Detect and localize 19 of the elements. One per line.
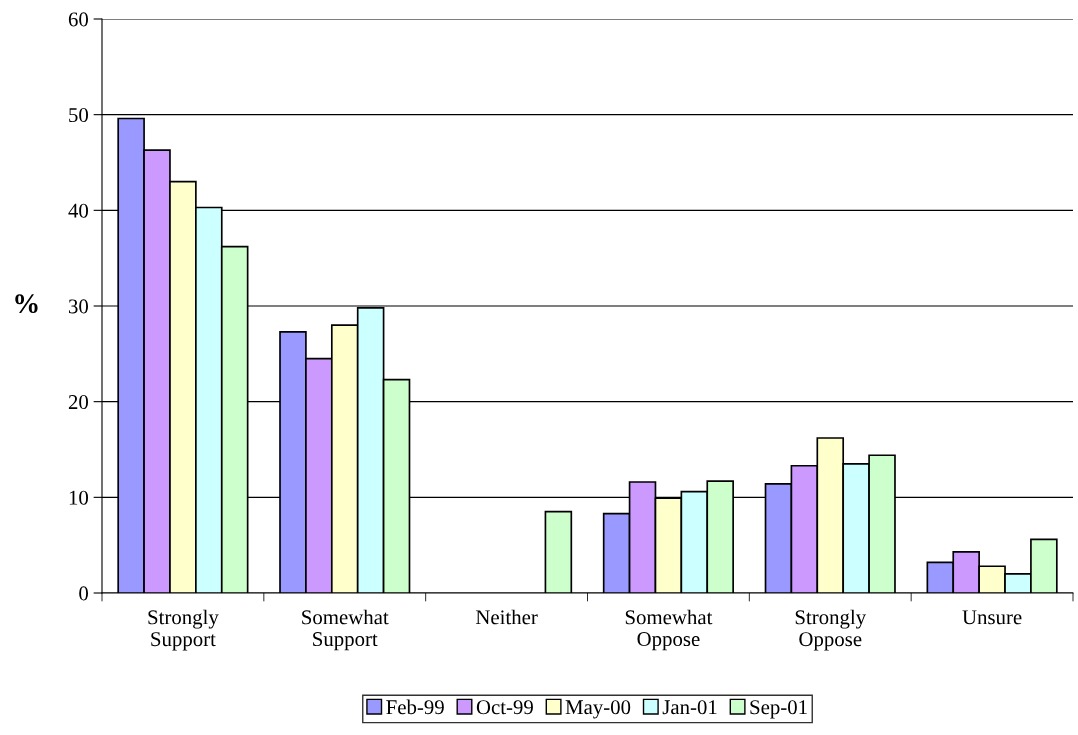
x-tick-label: Somewhat Support [302, 609, 389, 651]
legend-label: Sep-01 [750, 700, 807, 719]
x-tick-label: Somewhat Oppose [625, 609, 713, 651]
x-tick-label: Neither [475, 609, 538, 625]
y-tick-label: 10 [69, 490, 89, 505]
y-tick-label: 40 [68, 203, 89, 218]
legend-label: May-00 [565, 700, 631, 719]
y-tick-label: 60 [68, 12, 89, 27]
y-axis-title: % [15, 294, 38, 314]
legend-label: Jan-01 [662, 700, 717, 715]
x-tick-label: Strongly Oppose [795, 609, 867, 651]
y-tick-label: 0 [79, 586, 89, 601]
legend-label: Oct-99 [476, 700, 533, 715]
y-tick-label: 50 [69, 108, 89, 123]
y-tick-label: 30 [68, 299, 89, 314]
x-tick-label: Strongly Support [148, 609, 219, 651]
y-tick-label: 20 [68, 395, 89, 410]
x-tick-label: Unsure [962, 610, 1022, 625]
legend-label: Feb-99 [386, 699, 444, 715]
